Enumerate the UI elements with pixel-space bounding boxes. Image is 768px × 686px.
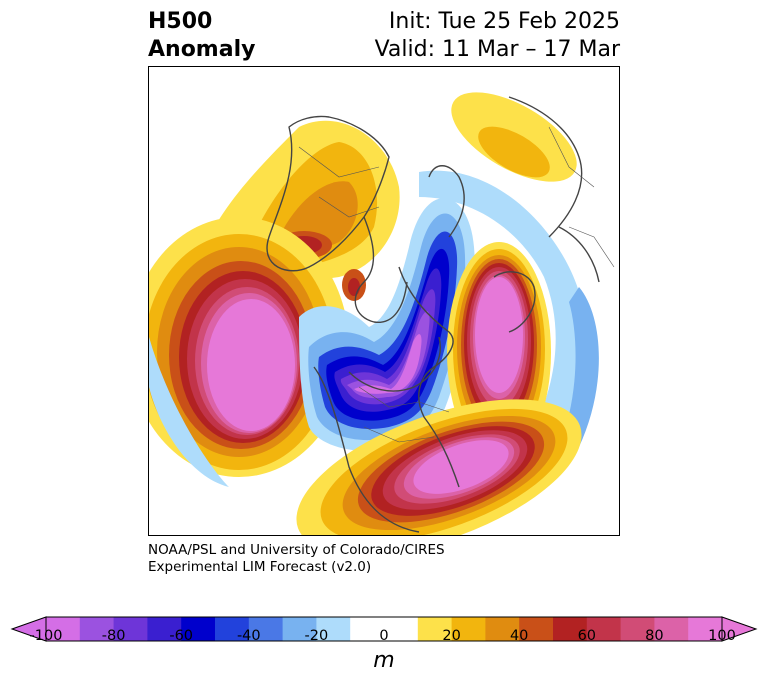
colorbar-tick-label: 40 xyxy=(509,628,529,644)
colorbar-tick-label: -40 xyxy=(236,628,261,644)
colorbar-cell xyxy=(451,617,486,641)
borders xyxy=(298,126,615,443)
colorbar-cell xyxy=(113,617,148,641)
colorbar-cell xyxy=(620,617,655,641)
colorbar-tick-label: -60 xyxy=(169,628,194,644)
colorbar-cell xyxy=(316,617,351,641)
colorbar-tick-labels: -100 -80 -60 -40 -20 0 20 40 60 80 100 xyxy=(0,628,768,648)
colorbar-tick-label: 0 xyxy=(379,628,389,644)
colorbar-cell xyxy=(181,617,216,641)
colorbar-cell xyxy=(248,617,284,641)
colorbar-tick-label: -80 xyxy=(101,628,126,644)
colorbar-cell xyxy=(688,617,723,641)
colorbar-tick-label: 20 xyxy=(442,628,461,644)
anomaly-map xyxy=(148,66,620,536)
colorbar-tick-label: -20 xyxy=(304,628,329,644)
colorbar-outline xyxy=(45,616,723,642)
negative-anomaly-siberia xyxy=(419,170,599,476)
colorbar-cell xyxy=(485,617,520,641)
positive-anomaly-europe xyxy=(296,399,582,535)
colorbar-cell xyxy=(215,617,250,641)
colorbar-cell xyxy=(654,617,689,641)
colorbar-tick-label: 60 xyxy=(577,628,597,644)
map-svg xyxy=(149,92,615,535)
forecast-dates: Init: Tue 25 Feb 2025 Valid: 11 Mar – 17… xyxy=(375,8,620,64)
colorbar-cell xyxy=(384,617,419,641)
coastlines xyxy=(266,96,600,533)
colorbar xyxy=(10,616,758,642)
colorbar-cell xyxy=(350,617,385,641)
init-date: Init: Tue 25 Feb 2025 xyxy=(388,9,620,34)
colorbar-cell xyxy=(46,617,81,641)
negative-anomaly-subtropical-pacific xyxy=(149,337,229,487)
colorbar-unit: m xyxy=(373,648,395,673)
colorbar-tick-label: 100 xyxy=(708,628,736,644)
colorbar-cell xyxy=(79,617,115,641)
credit-text: NOAA/PSL and University of Colorado/CIRE… xyxy=(148,542,445,576)
colorbar-tick-label: -100 xyxy=(29,628,63,644)
colorbar-cell xyxy=(519,617,554,641)
title-line1: H500 xyxy=(148,9,213,34)
colorbar-cell xyxy=(147,617,182,641)
title-line2: Anomaly xyxy=(148,37,256,62)
credit-line2: Experimental LIM Forecast (v2.0) xyxy=(148,559,372,575)
colorbar-cell xyxy=(553,617,588,641)
colorbar-cell xyxy=(417,617,453,641)
colorbar-cells xyxy=(46,617,723,641)
colorbar-cell xyxy=(586,617,622,641)
colorbar-tick-label: 80 xyxy=(645,628,664,644)
positive-anomaly-north-pacific xyxy=(149,217,349,477)
positive-anomaly-east-asia xyxy=(451,92,577,182)
valid-range: Valid: 11 Mar – 17 Mar xyxy=(374,37,620,62)
colorbar-cell xyxy=(282,617,317,641)
map-title: H500 Anomaly xyxy=(148,8,255,64)
credit-line1: NOAA/PSL and University of Colorado/CIRE… xyxy=(148,542,445,558)
